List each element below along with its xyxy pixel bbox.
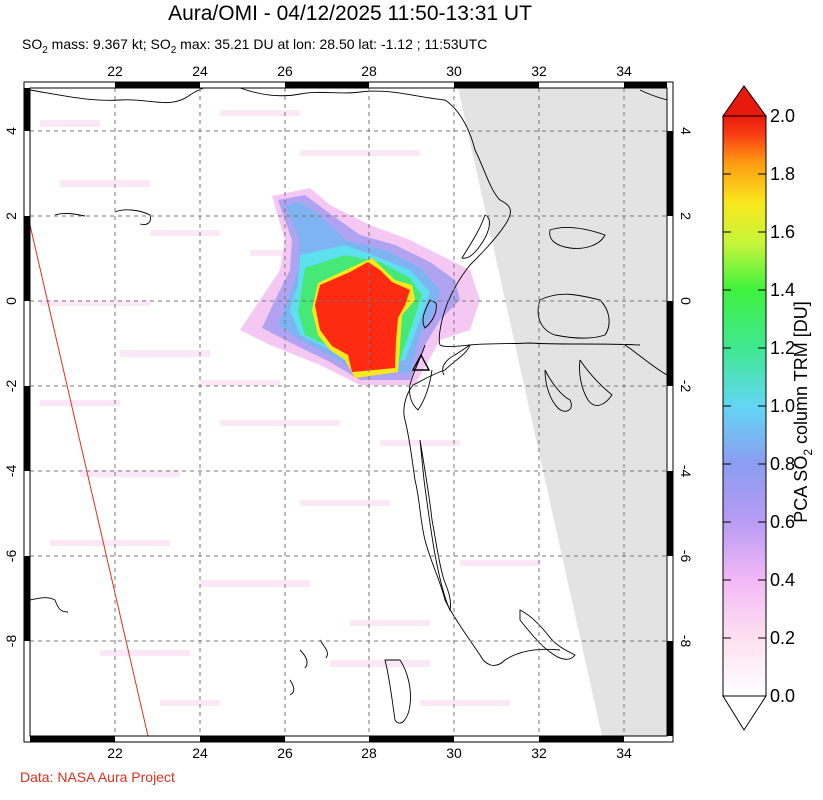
colorbar-under-arrow — [722, 695, 767, 731]
lat-tick-right-m2: -2 — [678, 380, 694, 393]
colorbar-tick-1.8: 1.8 — [770, 164, 796, 184]
lon-tick-bottom-28: 28 — [361, 745, 377, 761]
map-subtitle: SO2 mass: 9.367 kt; SO2 max: 35.21 DU at… — [22, 36, 488, 56]
lon-tick-top-26: 26 — [277, 63, 293, 79]
graticule — [30, 88, 667, 736]
lat-tick-left-0: 0 — [3, 297, 19, 305]
lon-tick-top-30: 30 — [446, 63, 462, 79]
lat-tick-left-2: 2 — [3, 212, 19, 220]
colorbar — [722, 85, 767, 731]
coastlines — [30, 88, 667, 724]
so2-background-noise — [40, 110, 540, 706]
lon-tick-bottom-30: 30 — [446, 745, 462, 761]
colorbar-tick-1.4: 1.4 — [770, 280, 796, 300]
lon-tick-top-28: 28 — [361, 63, 377, 79]
lon-tick-top-22: 22 — [107, 63, 123, 79]
colorbar-tick-0.6: 0.6 — [770, 512, 796, 532]
lon-tick-bottom-26: 26 — [277, 745, 293, 761]
so2-plume — [240, 188, 480, 385]
colorbar-tick-1.0: 1.0 — [770, 396, 796, 416]
lat-tick-left-m6: -6 — [3, 550, 19, 563]
lat-tick-left-m2: -2 — [3, 380, 19, 393]
no-data-swath — [458, 88, 667, 736]
lat-tick-left-4: 4 — [3, 127, 19, 135]
colorbar-over-arrow — [722, 85, 767, 117]
lat-tick-left-m4: -4 — [3, 465, 19, 478]
map-frame — [23, 81, 674, 743]
colorbar-tick-0.2: 0.2 — [770, 628, 796, 648]
colorbar-tick-1.6: 1.6 — [770, 222, 796, 242]
colorbar-title: PCA SO2 column TRM [DU] — [791, 301, 815, 523]
colorbar-tick-0.0: 0.0 — [770, 686, 796, 706]
data-credit: Data: NASA Aura Project — [20, 769, 175, 785]
lon-tick-bottom-24: 24 — [192, 745, 208, 761]
lat-tick-left-m8: -8 — [3, 635, 19, 648]
colorbar-tick-0.8: 0.8 — [770, 454, 796, 474]
colorbar-tick-0.4: 0.4 — [770, 570, 796, 590]
lon-tick-top-24: 24 — [192, 63, 208, 79]
colorbar-tick-2.0: 2.0 — [770, 106, 796, 126]
lon-tick-bottom-34: 34 — [616, 745, 632, 761]
lat-tick-right-m8: -8 — [678, 635, 694, 648]
map-area — [30, 88, 667, 736]
lat-tick-right-m4: -4 — [678, 465, 694, 478]
lat-tick-right-2: 2 — [678, 212, 694, 220]
lon-tick-top-34: 34 — [616, 63, 632, 79]
lat-tick-right-0: 0 — [678, 297, 694, 305]
lat-tick-right-4: 4 — [678, 127, 694, 135]
lat-tick-right-m6: -6 — [678, 550, 694, 563]
volcano-triangle-icon — [411, 353, 431, 371]
lon-tick-top-32: 32 — [531, 63, 547, 79]
map-title: Aura/OMI - 04/12/2025 11:50-13:31 UT — [168, 2, 532, 25]
swath-edge-line — [30, 224, 149, 736]
lon-tick-bottom-32: 32 — [531, 745, 547, 761]
colorbar-tick-1.2: 1.2 — [770, 338, 796, 358]
lon-tick-bottom-22: 22 — [107, 745, 123, 761]
